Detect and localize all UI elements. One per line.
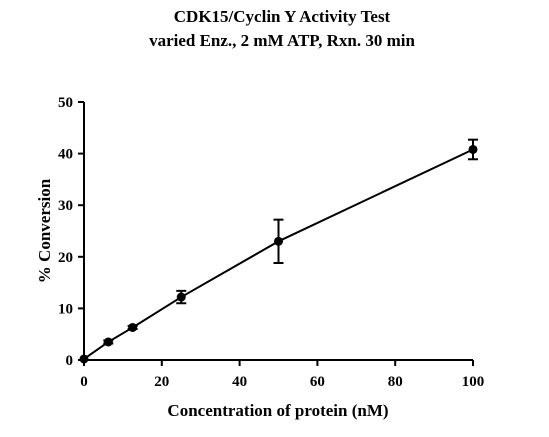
y-axis-label: % Conversion — [35, 178, 54, 283]
y-tick-label: 50 — [58, 95, 73, 111]
x-tick-label: 40 — [232, 374, 247, 390]
x-tick-label: 80 — [388, 374, 403, 390]
x-tick-label: 20 — [154, 374, 169, 390]
fit-line-group — [83, 148, 474, 360]
y-tick-label: 10 — [58, 301, 73, 317]
axes — [83, 102, 473, 361]
error-bars — [103, 138, 478, 345]
data-point — [176, 292, 186, 302]
chart-subtitle: varied Enz., 2 mM ATP, Rxn. 30 min — [149, 31, 415, 50]
y-tick-label: 20 — [58, 250, 73, 266]
data-point — [274, 236, 283, 246]
x-tick-label: 60 — [310, 374, 325, 390]
series-line — [83, 148, 474, 360]
points — [79, 144, 478, 364]
data-point — [128, 322, 138, 332]
x-tick-label: 100 — [462, 374, 485, 390]
y-tick-label: 30 — [58, 198, 73, 214]
x-tick-label: 0 — [80, 374, 88, 390]
y-tick-label: 0 — [66, 353, 74, 369]
data-point — [468, 144, 478, 154]
y-ticks: 0 10 20 30 40 50 — [58, 95, 84, 369]
x-axis-label: Concentration of protein (nM) — [167, 401, 388, 420]
chart-title: CDK15/Cyclin Y Activity Test — [174, 7, 391, 26]
x-ticks: 0 20 40 60 80 100 — [80, 360, 484, 390]
data-point — [103, 337, 113, 347]
data-point — [79, 354, 89, 364]
y-tick-label: 40 — [58, 147, 73, 163]
